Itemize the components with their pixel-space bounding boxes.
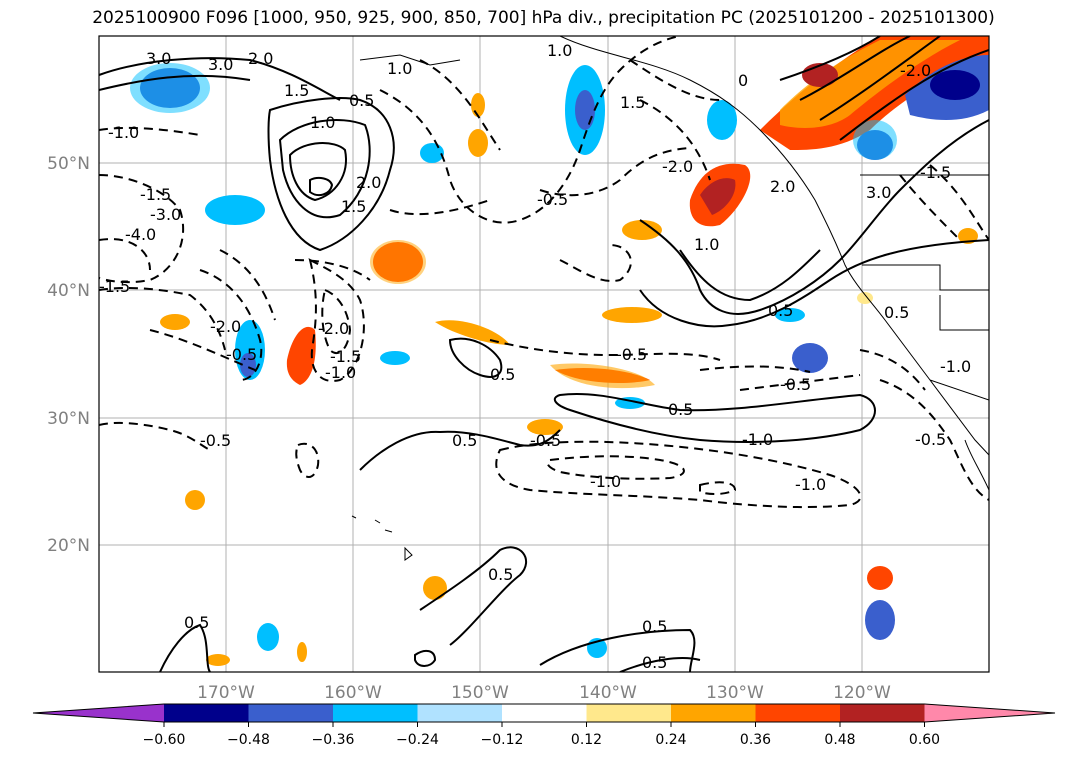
contour-label: -1.5 [920,163,951,182]
contour-label: -4.0 [125,225,156,244]
contours-negative [99,36,989,509]
contour-label: -0.5 [200,431,231,450]
colorbar-segment [840,704,925,722]
contour-label: -2.0 [318,319,349,338]
contour-label: -0.5 [226,345,257,364]
contour-label: 3.0 [866,183,891,202]
latitude-labels: 50°N 40°N 30°N 20°N [47,154,90,556]
contour-label: 0.5 [490,365,515,384]
contour-label: 1.5 [284,81,309,100]
contour-label: -2.0 [210,317,241,336]
contour-label: -0.5 [530,431,561,450]
colorbar-tick-label: −0.48 [227,732,270,748]
colorbar-tick-label: 0.12 [571,732,602,748]
contour-label: -1.0 [590,472,621,491]
lat-label-30n: 30°N [47,409,90,429]
contour-label: 0.5 [884,303,909,322]
contour-label: -1.0 [108,123,139,142]
lon-label-130w: 130°W [706,683,764,703]
contour-label: 3.0 [146,49,171,68]
contour-label: -3.0 [150,205,181,224]
contour-label: 1.5 [341,197,366,216]
lat-label-20n: 20°N [47,536,90,556]
lat-label-50n: 50°N [47,154,90,174]
lon-label-170w: 170°W [197,683,255,703]
contour-label: 0.5 [642,617,667,636]
lon-label-140w: 140°W [579,683,637,703]
coastlines [351,36,989,561]
contour-label: -1.0 [940,357,971,376]
precipitation-patches [130,36,989,666]
colorbar-tick-label: −0.24 [396,732,439,748]
contour-label: 0.5 [488,565,513,584]
contour-label: -0.5 [780,375,811,394]
contour-label: -1.5 [330,347,361,366]
colorbar-segment [164,704,249,722]
colorbar: −0.60 −0.48 −0.36 −0.24 −0.12 0.12 0.24 … [32,703,1056,748]
contour-label: 0.5 [642,653,667,672]
contour-label: 0.5 [768,301,793,320]
contour-label: -1.0 [325,363,356,382]
contours-positive [99,36,989,672]
contour-labels: 3.0 3.0 2.0 1.5 1.0 1.0 0.5 2.0 1.5 1.0 … [99,41,971,672]
contour-label: 2.0 [356,173,381,192]
contour-label: 1.0 [547,41,572,60]
colorbar-segment [33,704,164,722]
contour-label: 1.0 [387,59,412,78]
colorbar-segment [586,704,671,722]
colorbar-segment [502,704,587,722]
contour-label: 1.5 [620,93,645,112]
contour-label: -0.5 [616,345,647,364]
colorbar-tick-label: 0.60 [909,732,940,748]
colorbar-segment [755,704,840,722]
colorbar-segment [671,704,756,722]
colorbar-segment [333,704,418,722]
contour-label: 0.5 [668,400,693,419]
contour-label: 1.0 [310,113,335,132]
contour-label: -1.5 [140,185,171,204]
lon-label-150w: 150°W [451,683,509,703]
lon-label-120w: 120°W [833,683,891,703]
colorbar-segment [417,704,502,722]
contour-label: -1.0 [795,475,826,494]
colorbar-tick-label: −0.12 [481,732,524,748]
contour-label: 0.5 [349,91,374,110]
gridlines [99,36,989,672]
colorbar-tick-label: 0.48 [824,732,855,748]
contour-label: 0.5 [452,431,477,450]
colorbar-tick-label: 0.24 [655,732,686,748]
colorbar-tick-label: 0.36 [740,732,771,748]
colorbar-segment [248,704,333,722]
contour-label: -2.0 [662,157,693,176]
map-frame [98,35,990,673]
contour-label: 0.5 [184,613,209,632]
colorbar-tick-labels: −0.60 −0.48 −0.36 −0.24 −0.12 0.12 0.24 … [143,732,941,748]
contour-label: 2.0 [248,49,273,68]
contour-label: -0.5 [915,430,946,449]
map-panel: 3.0 3.0 2.0 1.5 1.0 1.0 0.5 2.0 1.5 1.0 … [98,35,990,673]
contour-label: -1.0 [742,430,773,449]
contour-label: -2.0 [900,61,931,80]
lon-label-160w: 160°W [324,683,382,703]
contour-label: 2.0 [770,177,795,196]
lat-label-40n: 40°N [47,281,90,301]
longitude-labels: 170°W 160°W 150°W 140°W 130°W 120°W [197,683,891,703]
contour-label: -1.5 [99,277,130,296]
contour-label: 0 [738,71,748,90]
contour-label: -0.5 [537,190,568,209]
colorbar-ticks [163,722,925,727]
colorbar-tick-label: −0.36 [312,732,355,748]
contour-label: 3.0 [208,55,233,74]
map-title: 2025100900 F096 [1000, 950, 925, 900, 85… [92,8,995,28]
colorbar-segment [924,704,1055,722]
contour-label: 1.0 [694,235,719,254]
colorbar-tick-label: −0.60 [143,732,186,748]
